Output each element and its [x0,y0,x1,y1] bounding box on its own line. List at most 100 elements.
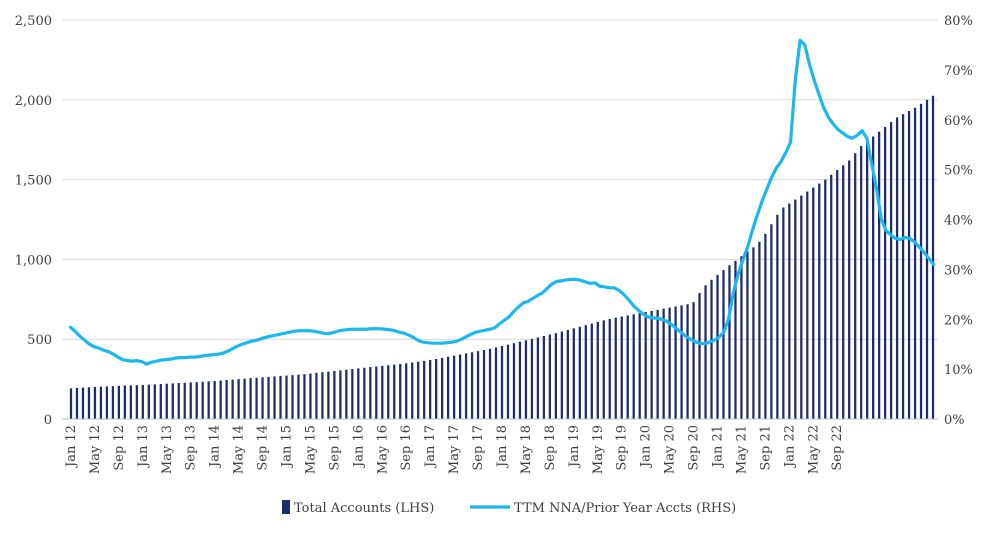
bar-total-accounts [536,337,540,419]
bar-total-accounts [458,354,462,419]
bar-total-accounts [788,203,791,419]
y-left-tick-label: 1,000 [15,253,52,268]
legend: Total Accounts (LHS) TTM NNA/Prior Year … [282,500,736,516]
bar-total-accounts [464,353,468,419]
bar-total-accounts [830,174,833,419]
x-tick-label: Sep 12 [112,425,127,471]
y-left-tick-label: 2,500 [15,14,52,29]
bar-total-accounts [560,331,563,419]
x-tick-label: Sep 18 [543,425,558,471]
bar-total-accounts [201,381,204,419]
gridlines [62,19,938,340]
bar-total-accounts [638,313,641,419]
x-tick-label: May 17 [447,425,462,474]
bar-total-accounts [632,314,635,419]
x-tick-label: May 18 [519,425,534,474]
x-tick-label: Sep 15 [327,425,342,471]
bar-total-accounts [393,364,396,419]
y-left-tick-label: 500 [27,333,52,348]
bar-total-accounts [219,380,222,419]
y-right-tick-label: 80% [944,14,973,29]
bar-total-accounts [363,367,366,419]
x-tick-label: Sep 14 [256,425,271,471]
legend-label-total-accounts: Total Accounts (LHS) [294,501,434,516]
bar-total-accounts [452,355,456,419]
y-right-tick-label: 50% [944,164,973,179]
bar-total-accounts [764,233,767,419]
bar-total-accounts [243,378,246,419]
bar-total-accounts [225,380,228,419]
x-tick-label: Jan 20 [639,425,654,469]
bar-total-accounts [129,385,132,419]
x-tick-label: May 20 [663,425,678,474]
x-tick-label: Jan 19 [567,425,582,469]
bar-total-accounts [542,336,546,419]
bar-total-accounts [81,387,85,419]
right-axis-ticks: 0% 10% 20% 30% 40% 50% 60% 70% 80% [944,14,973,428]
bar-total-accounts [381,365,384,419]
bar-total-accounts [405,363,408,419]
bar-total-accounts [566,329,569,419]
bar-total-accounts [153,384,156,419]
bar-total-accounts [860,146,863,420]
x-tick-label: Sep 17 [471,425,486,471]
bar-total-accounts [207,381,210,419]
bar-total-accounts [925,99,929,420]
x-tick-label: May 14 [232,425,247,474]
x-tick-label: May 12 [88,425,103,474]
bar-total-accounts [147,384,150,419]
bar-total-accounts [255,377,258,419]
bar-total-accounts [69,388,73,419]
bar-total-accounts [309,373,312,419]
bar-total-accounts [75,387,79,419]
bar-total-accounts [327,371,330,419]
bar-total-accounts [572,328,575,419]
bar-total-accounts [800,195,803,419]
bar-total-accounts [321,372,324,419]
x-axis-ticks: Jan 12 May 12 Sep 12 Jan 13 May 13 Sep 13 Jan … [64,425,845,474]
bar-total-accounts [919,103,923,419]
bar-total-accounts [506,344,510,419]
bar-total-accounts [177,383,180,419]
bar-total-accounts [399,363,402,419]
bar-total-accounts [345,369,348,419]
bar-total-accounts [171,383,174,419]
bar-total-accounts [854,153,857,420]
x-tick-label: Jan 17 [423,425,438,469]
bar-total-accounts [758,241,761,419]
bar-total-accounts [740,256,743,419]
bar-total-accounts [782,207,785,419]
bar-total-accounts [824,179,827,419]
x-tick-label: May 19 [591,425,606,474]
x-tick-label: May 15 [303,425,318,474]
y-left-tick-label: 2,000 [15,94,52,109]
bar-total-accounts [411,362,414,419]
bar-total-accounts [476,351,480,419]
bar-total-accounts [249,378,252,419]
bar-total-accounts [183,382,186,419]
x-tick-label: Jan 16 [351,425,366,469]
bar-total-accounts [351,369,354,419]
bar-total-accounts [848,160,851,419]
bar-total-accounts [716,274,719,419]
x-tick-label: Jan 14 [208,425,223,469]
bar-total-accounts [698,292,701,419]
x-tick-label: Jan 15 [280,425,295,469]
bar-total-accounts [470,352,474,419]
bar-total-accounts [518,341,522,419]
bar-total-accounts [818,183,821,419]
y-right-tick-label: 0% [944,413,965,428]
x-tick-label: May 21 [734,425,749,474]
bar-total-accounts [590,323,593,419]
bar-total-accounts [812,187,815,419]
bar-total-accounts [746,251,749,419]
bar-total-accounts [488,348,492,419]
y-right-tick-label: 20% [944,313,973,328]
bar-total-accounts [135,385,138,419]
bar-total-accounts [889,122,893,420]
x-tick-label: May 13 [160,425,175,474]
bar-total-accounts [512,343,516,419]
x-tick-label: Sep 13 [184,425,199,471]
bar-total-accounts [734,260,737,419]
